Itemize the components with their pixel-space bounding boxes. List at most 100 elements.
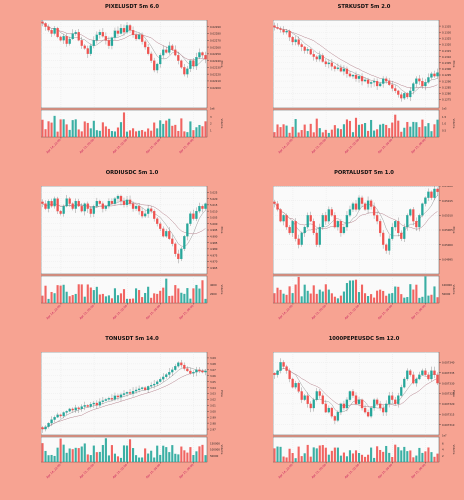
volume-bar	[98, 294, 101, 303]
candle-body	[104, 399, 108, 401]
volume-bar	[397, 286, 400, 303]
price-tick-label: 0.05000	[442, 243, 453, 247]
volume-bar	[159, 290, 162, 303]
volume-bar	[150, 130, 153, 137]
volume-bar	[354, 117, 358, 137]
candle-body	[159, 55, 162, 65]
candle-body	[375, 399, 379, 404]
price-tick-label: 0.04995	[442, 258, 453, 262]
volume-bar	[388, 452, 391, 462]
price-tick-label: 0.1295	[442, 73, 451, 77]
x-tick-label: Apr 15, 02:00	[112, 138, 129, 155]
candle-body	[50, 419, 53, 424]
candle-body	[306, 215, 309, 228]
volume-bar	[391, 122, 394, 137]
price-tick-label: 0.02250	[210, 52, 221, 56]
volume-bar	[339, 295, 342, 303]
price-tick-label: 0.05020	[442, 186, 453, 188]
volume-bar	[330, 293, 333, 303]
candle-body	[406, 370, 409, 380]
candle-body	[128, 25, 132, 31]
candle-body	[195, 211, 198, 219]
candle-body	[375, 81, 379, 87]
candle-body	[436, 188, 439, 192]
candle-body	[357, 76, 361, 79]
candle-body	[189, 370, 192, 374]
volume-bar	[363, 456, 367, 462]
candle-body	[357, 399, 361, 404]
candle-body	[89, 208, 92, 214]
candle-body	[351, 391, 355, 396]
candle-body	[297, 383, 300, 392]
volume-bar	[403, 297, 406, 303]
volume-bar	[285, 125, 288, 137]
volume-bar	[379, 124, 382, 137]
candle-body	[80, 406, 83, 410]
x-tick-label: Apr 15, 04:00	[377, 138, 394, 155]
volume-bar	[153, 122, 156, 137]
volume-tick-label: 100000	[442, 283, 452, 287]
volume-bar	[122, 112, 126, 137]
volume-bar	[363, 123, 367, 137]
candle-body	[273, 373, 276, 375]
ma-fast-line	[42, 366, 206, 430]
candle-body	[56, 198, 59, 212]
volume-bar	[388, 293, 391, 303]
candle-body	[312, 54, 315, 57]
volume-bar	[373, 130, 376, 137]
price-tick-label: 3.01	[210, 404, 216, 408]
volume-bar	[204, 298, 207, 303]
volume-bar	[318, 128, 321, 137]
candle-body	[168, 45, 171, 53]
volume-bar	[394, 444, 397, 462]
volume-bar	[282, 124, 285, 137]
candle-body	[140, 34, 144, 42]
volume-bar	[385, 124, 388, 137]
volume-axis-label: Volume	[452, 445, 455, 455]
candle-body	[186, 223, 189, 237]
volume-bar	[53, 455, 56, 462]
candle-body	[321, 55, 324, 62]
candle-body	[354, 395, 358, 404]
candle-body	[153, 383, 156, 386]
x-tick-label: Apr 14, 22:00	[277, 138, 294, 155]
volume-bar	[128, 130, 132, 137]
price-tick-label: 4.975	[210, 253, 218, 257]
price-tick-label: 5.015	[210, 203, 218, 207]
volume-bar	[53, 115, 56, 137]
volume-bar	[427, 295, 430, 303]
volume-bar	[406, 451, 409, 462]
volume-bar	[83, 121, 86, 137]
price-tick-label: 2.98	[210, 421, 216, 425]
volume-bar	[189, 298, 192, 303]
candle-body	[424, 370, 427, 375]
price-tick-label: 2.97	[210, 427, 216, 431]
volume-bar	[86, 284, 89, 303]
volume-bar	[279, 127, 282, 137]
volume-bar	[391, 456, 394, 462]
candle-body	[339, 403, 343, 413]
candle-body	[418, 374, 421, 380]
volume-bar	[162, 123, 165, 137]
candle-body	[204, 203, 207, 209]
volume-bar	[318, 289, 321, 303]
volume-bar	[306, 444, 309, 462]
volume-bar	[183, 131, 186, 137]
volume-bar	[180, 292, 183, 303]
volume-tick-label: 1	[210, 128, 212, 132]
candle-body	[116, 395, 120, 398]
candle-body	[366, 412, 370, 417]
candle-body	[44, 426, 47, 430]
volume-bar	[128, 298, 132, 303]
candle-body	[137, 388, 141, 391]
candle-body	[68, 38, 71, 44]
volume-bar	[363, 293, 367, 303]
volume-bar	[110, 298, 113, 303]
volume-bar	[198, 446, 201, 462]
candle-body	[107, 200, 111, 207]
candle-body	[41, 201, 44, 204]
x-tick-label: Apr 15, 04:00	[377, 304, 394, 321]
volume-bar	[285, 294, 288, 303]
x-tick-label: Apr 15, 00:00	[310, 463, 327, 480]
x-tick-label: Apr 14, 22:00	[277, 304, 294, 321]
